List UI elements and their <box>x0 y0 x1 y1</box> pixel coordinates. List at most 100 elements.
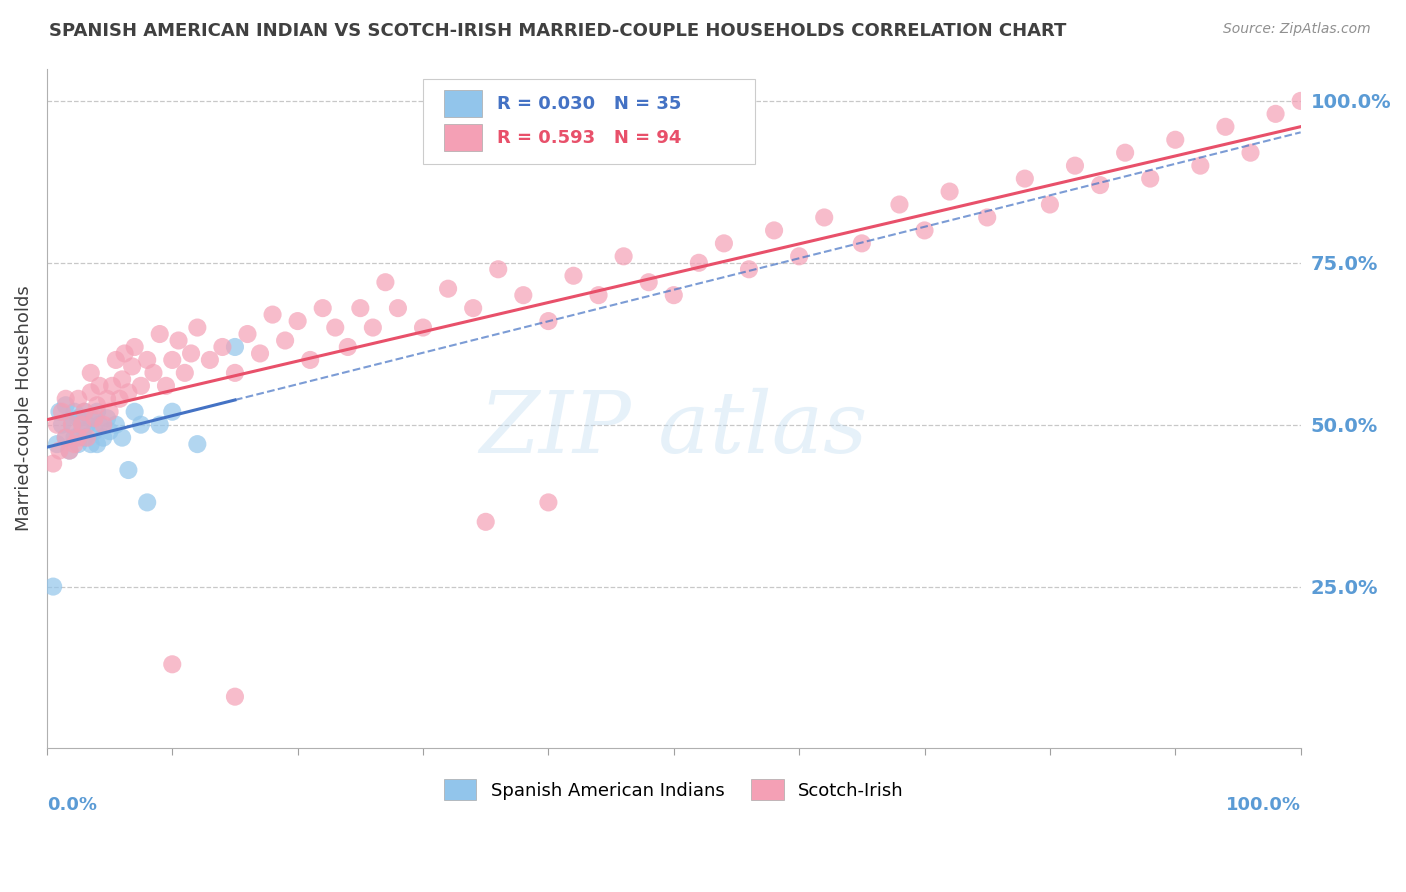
Point <box>136 495 159 509</box>
Point <box>63 431 86 445</box>
Point <box>463 301 485 315</box>
Text: Source: ZipAtlas.com: Source: ZipAtlas.com <box>1223 22 1371 37</box>
Point <box>86 398 108 412</box>
Text: SPANISH AMERICAN INDIAN VS SCOTCH-IRISH MARRIED-COUPLE HOUSEHOLDS CORRELATION CH: SPANISH AMERICAN INDIAN VS SCOTCH-IRISH … <box>49 22 1067 40</box>
Point <box>70 417 93 432</box>
Point <box>387 301 409 315</box>
Point <box>58 443 80 458</box>
Text: R = 0.593   N = 94: R = 0.593 N = 94 <box>496 128 682 147</box>
Point <box>312 301 335 315</box>
Point <box>55 392 77 406</box>
Point <box>111 372 134 386</box>
Point <box>1114 145 1136 160</box>
Point <box>851 236 873 251</box>
Point <box>1088 178 1111 192</box>
Point <box>1189 159 1212 173</box>
Point <box>129 379 152 393</box>
FancyBboxPatch shape <box>444 90 482 118</box>
Point <box>55 431 77 445</box>
Point <box>91 417 114 432</box>
Point <box>104 353 127 368</box>
Point <box>155 379 177 393</box>
Point <box>86 437 108 451</box>
Point <box>42 457 65 471</box>
Point <box>80 411 103 425</box>
Point <box>91 431 114 445</box>
Point <box>98 405 121 419</box>
Point <box>60 417 83 432</box>
Point <box>67 431 90 445</box>
Point <box>224 690 246 704</box>
Point <box>412 320 434 334</box>
Point <box>42 580 65 594</box>
Point <box>89 379 111 393</box>
Point <box>124 340 146 354</box>
Point <box>63 437 86 451</box>
Point <box>1289 94 1312 108</box>
Point <box>67 411 90 425</box>
Point <box>83 411 105 425</box>
Point <box>249 346 271 360</box>
Point <box>262 308 284 322</box>
Point <box>167 334 190 348</box>
FancyBboxPatch shape <box>444 124 482 152</box>
Point <box>186 320 208 334</box>
Text: ZIP atlas: ZIP atlas <box>479 387 868 470</box>
Point <box>537 314 560 328</box>
Point <box>938 185 960 199</box>
Point <box>136 353 159 368</box>
Point <box>1264 107 1286 121</box>
Point <box>374 275 396 289</box>
Point <box>83 424 105 438</box>
Point <box>80 366 103 380</box>
Point <box>76 417 98 432</box>
Point <box>1039 197 1062 211</box>
Text: 0.0%: 0.0% <box>46 796 97 814</box>
Point <box>662 288 685 302</box>
Point <box>613 249 636 263</box>
Text: R = 0.030   N = 35: R = 0.030 N = 35 <box>496 95 682 113</box>
Point <box>976 211 998 225</box>
Point <box>60 417 83 432</box>
Point <box>914 223 936 237</box>
Point <box>1014 171 1036 186</box>
Point <box>80 385 103 400</box>
Point <box>45 417 67 432</box>
Point <box>437 282 460 296</box>
Point <box>55 431 77 445</box>
Point <box>738 262 761 277</box>
Point <box>129 417 152 432</box>
Point <box>1164 133 1187 147</box>
Point <box>486 262 509 277</box>
Point <box>48 405 70 419</box>
Point <box>1215 120 1237 134</box>
Point <box>149 326 172 341</box>
Point <box>86 405 108 419</box>
Point <box>211 340 233 354</box>
Point <box>512 288 534 302</box>
Legend: Spanish American Indians, Scotch-Irish: Spanish American Indians, Scotch-Irish <box>436 772 911 807</box>
Point <box>55 398 77 412</box>
Point <box>51 405 73 419</box>
Point <box>98 424 121 438</box>
Point <box>63 405 86 419</box>
Point <box>336 340 359 354</box>
Point <box>111 431 134 445</box>
Point <box>162 353 184 368</box>
Point <box>73 431 96 445</box>
Point <box>58 443 80 458</box>
Point <box>323 320 346 334</box>
Point <box>51 417 73 432</box>
Point <box>1239 145 1261 160</box>
Point <box>76 431 98 445</box>
Point <box>274 334 297 348</box>
Point <box>149 417 172 432</box>
Point <box>73 405 96 419</box>
Point <box>73 405 96 419</box>
Point <box>173 366 195 380</box>
Point <box>104 417 127 432</box>
Point <box>1139 171 1161 186</box>
Point <box>124 405 146 419</box>
Point <box>45 437 67 451</box>
Point <box>813 211 835 225</box>
